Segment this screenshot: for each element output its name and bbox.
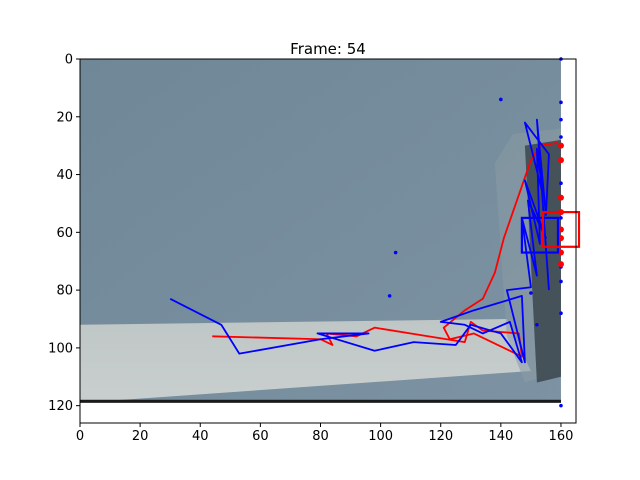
- track-point-blue: [387, 294, 392, 298]
- track-line: [169, 118, 550, 364]
- track-point-blue: [559, 181, 563, 186]
- x-tick-label: 0: [76, 429, 84, 444]
- y-tick-label: 60: [56, 226, 73, 241]
- track-point-red: [557, 235, 564, 242]
- track-point-red: [557, 226, 564, 233]
- x-tick-label: 120: [428, 429, 453, 444]
- x-tick-label: 20: [132, 429, 149, 444]
- track-point-blue: [559, 216, 563, 220]
- frame-bottom-edge: [80, 399, 561, 403]
- floor-region: [80, 319, 531, 403]
- track-point-blue: [559, 311, 563, 316]
- y-tick-label: 0: [65, 53, 73, 68]
- doorway-shadow: [524, 139, 561, 383]
- axes: 0 20 40 60 80 100 120 140 160 0 20 40 60 80 100 120: [48, 53, 577, 444]
- track-point-blue: [559, 117, 563, 122]
- track-point-blue: [393, 250, 398, 255]
- video-frame-image: [80, 59, 561, 403]
- track-layer: [169, 57, 581, 408]
- track-point-blue: [559, 279, 563, 284]
- bounding-box: [541, 211, 581, 248]
- bounding-box: [520, 216, 560, 254]
- x-tick-label: 80: [312, 429, 329, 444]
- y-tick-label: 100: [48, 341, 73, 356]
- track-point-blue: [529, 291, 533, 295]
- track-point-red: [557, 142, 564, 149]
- y-tick-label: 40: [56, 168, 73, 183]
- y-tick-label: 80: [56, 284, 73, 299]
- x-tick-label: 160: [549, 429, 574, 444]
- track-point-blue: [559, 100, 563, 105]
- track-point-blue: [559, 135, 563, 139]
- x-tick-label: 60: [252, 429, 269, 444]
- track-point-red: [557, 194, 564, 201]
- track-point-blue: [499, 97, 503, 102]
- chart-title: Frame: 54: [290, 40, 366, 58]
- x-tick-label: 140: [488, 429, 513, 444]
- axes-frame: [79, 58, 577, 424]
- track-point-red: [557, 157, 564, 164]
- y-tick-label: 20: [56, 110, 73, 125]
- x-tick-label: 100: [368, 429, 393, 444]
- x-tick-label: 40: [192, 429, 209, 444]
- track-point-blue: [535, 322, 539, 327]
- y-tick-label: 120: [48, 399, 73, 414]
- track-point-red: [557, 249, 564, 256]
- track-point-red: [557, 261, 564, 268]
- track-point-blue: [559, 403, 563, 408]
